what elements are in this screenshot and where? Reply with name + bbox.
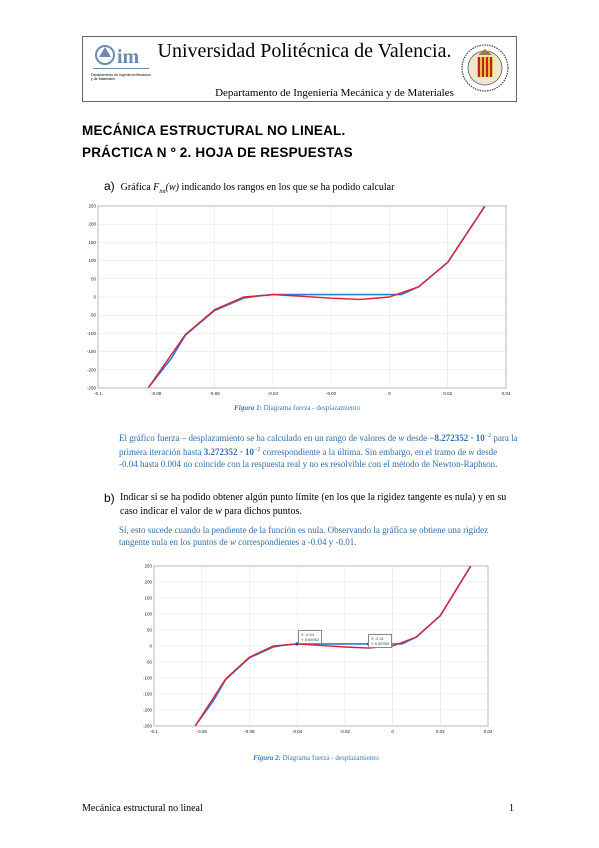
title-line-2: PRÁCTICA N º 2. HOJA DE RESPUESTAS	[82, 145, 353, 160]
answer-b-p2: correspondientes a -0.04 y -0.01.	[236, 537, 357, 547]
series-line-2	[194, 566, 472, 726]
title-line-1: MECÁNICA ESTRUCTURAL NO LINEAL.	[82, 123, 346, 138]
series-line-2	[147, 206, 486, 388]
question-a-sub: int	[159, 189, 166, 195]
page-number: 1	[509, 803, 514, 814]
y-tick-label: -100	[143, 676, 153, 681]
question-b-text1: Indicar si se ha podido obtener algún pu…	[120, 492, 507, 517]
answer-a: El gráfico fuerza – desplazamiento se ha…	[119, 430, 518, 470]
figure-1-label: Figura 1:	[234, 404, 262, 412]
x-tick-label: 0.04	[484, 729, 493, 734]
question-b: b) Indicar si se ha podido obtener algún…	[104, 491, 524, 519]
answer-a-p4: correspondiente a la última. Sin embargo…	[260, 447, 469, 457]
x-tick-label: 0	[388, 391, 391, 396]
y-tick-label: 100	[88, 258, 96, 263]
y-tick-label: -50	[89, 313, 96, 318]
x-tick-label: 0.02	[436, 729, 445, 734]
y-tick-label: -250	[143, 724, 153, 729]
footer-text: Mecánica estructural no lineal	[82, 803, 203, 814]
figure-2-text: Diagrama fuerza - desplazamiento	[280, 754, 379, 762]
y-tick-label: 250	[144, 564, 152, 569]
x-tick-label: 0	[391, 729, 394, 734]
x-tick-label: -0.04	[292, 729, 303, 734]
y-tick-label: -150	[143, 692, 153, 697]
y-tick-label: 150	[144, 596, 152, 601]
answer-a-exp2: −2	[253, 447, 261, 453]
x-tick-label: -0.08	[151, 391, 162, 396]
figure-2-caption: Figura 2: Diagrama fuerza - desplazamien…	[138, 754, 494, 762]
y-tick-label: -150	[87, 349, 97, 354]
university-seal-icon	[461, 44, 509, 92]
y-tick-label: 0	[93, 295, 96, 300]
datatip-marker-1	[295, 642, 299, 646]
question-a-arg: (w)	[165, 182, 179, 193]
question-a-suffix: indicando los rangos en los que se ha po…	[178, 182, 395, 193]
datatip-1: X -0.04 Y 6.65962	[298, 630, 323, 644]
x-tick-label: -0.06	[209, 391, 220, 396]
answer-a-w2: w	[468, 447, 475, 457]
answer-a-p5: desde -0.04 hasta 0.004 no coincide con …	[119, 447, 498, 469]
datatip-1-x: X -0.04	[301, 632, 314, 637]
question-a-prefix: Gráfica	[120, 182, 154, 193]
y-tick-label: 0	[149, 644, 152, 649]
y-tick-label: 150	[88, 240, 96, 245]
y-tick-label: 100	[144, 612, 152, 617]
department-name: Departamento de Ingeniería Mecánica y de…	[215, 87, 454, 99]
question-a-label: a)	[104, 179, 115, 193]
y-tick-label: -100	[87, 331, 97, 336]
figure-2-label: Figura 2:	[253, 754, 281, 762]
x-tick-label: -0.02	[340, 729, 351, 734]
x-tick-label: 0.04	[502, 391, 511, 396]
answer-b-w: w	[229, 537, 236, 547]
y-tick-label: 250	[88, 204, 96, 209]
question-b-text: Indicar si se ha podido obtener algún pu…	[120, 491, 524, 519]
x-tick-label: -0.02	[326, 391, 337, 396]
question-b-label: b)	[104, 491, 115, 505]
x-tick-label: -0.1	[150, 729, 158, 734]
question-a-fn: F	[153, 182, 160, 193]
x-tick-label: -0.06	[244, 729, 255, 734]
datatip-2: X -0.01 Y 6.55359	[368, 634, 393, 648]
x-tick-label: -0.08	[197, 729, 208, 734]
answer-a-p3: para la primera iteración hasta	[119, 433, 518, 457]
university-name: Universidad Politécnica de Valencia.	[157, 40, 452, 62]
question-b-w: w	[215, 506, 222, 517]
figure-1-text: Diagrama fuerza - desplazamiento	[261, 404, 360, 412]
answer-a-p2: desde	[404, 433, 430, 443]
y-tick-label: 50	[91, 276, 97, 281]
datatip-2-y: Y 6.55359	[371, 641, 390, 646]
force-displacement-chart-2: -0.1 -0.08 -0.06 -0.04 -0.02 0 0.02 0.04 -250 -20…	[143, 564, 493, 735]
y-tick-label: 50	[147, 628, 153, 633]
department-logo-icon: im	[93, 45, 149, 69]
answer-b: Sí, esto sucede cuando la pendiente de l…	[119, 524, 518, 548]
x-tick-label: 0.02	[443, 391, 452, 396]
force-displacement-chart-1: -0.1 -0.08 -0.06 -0.04 -0.02 0 0.02 0.04 -250 -20…	[87, 204, 511, 397]
y-tick-label: 200	[88, 222, 96, 227]
answer-b-p1: Sí, esto sucede cuando la pendiente de l…	[119, 525, 489, 547]
x-tick-label: -0.1	[94, 391, 102, 396]
y-tick-label: -50	[145, 660, 152, 665]
y-tick-label: -200	[87, 367, 97, 372]
question-b-text2: para dichos puntos.	[221, 506, 302, 517]
answer-a-exp1: −2	[484, 433, 492, 439]
header-box: im Departamento de Ingeniería Mecánica y…	[82, 36, 517, 102]
answer-a-w: w	[398, 433, 405, 443]
answer-a-val1: −8.272352 · 10	[429, 433, 485, 443]
question-a: a) Gráfica Fint(w) indicando los rangos e…	[104, 179, 394, 195]
x-tick-label: -0.04	[268, 391, 279, 396]
y-tick-label: -200	[143, 708, 153, 713]
answer-a-val2: 3.272352 · 10	[203, 447, 254, 457]
y-tick-label: -250	[87, 386, 97, 391]
logo-caption: Departamento de Ingeniería Mecánica y de…	[91, 73, 151, 81]
y-tick-label: 200	[144, 580, 152, 585]
svg-text:im: im	[117, 46, 140, 68]
datatip-2-x: X -0.01	[371, 636, 384, 641]
figure-1-caption: Figura 1: Diagrama fuerza - desplazamien…	[82, 404, 512, 412]
datatip-1-y: Y 6.65962	[301, 637, 320, 642]
answer-a-p1: El gráfico fuerza – desplazamiento se ha…	[119, 433, 399, 443]
